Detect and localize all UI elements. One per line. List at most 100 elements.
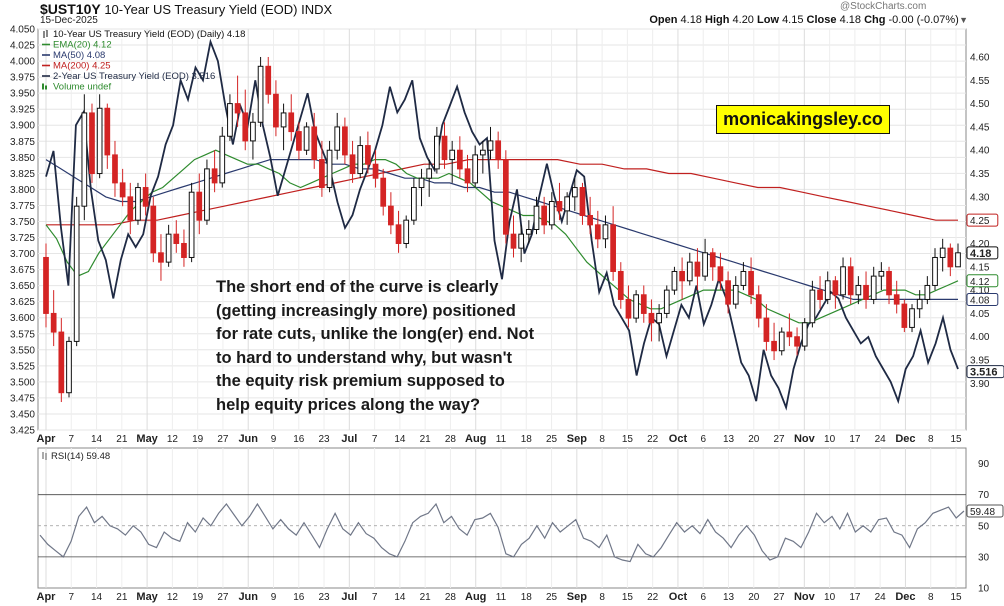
- exchange: INDX: [301, 2, 333, 17]
- x-tick-label: 21: [420, 592, 432, 603]
- x-tick-label: 7: [68, 434, 74, 445]
- candle-body: [909, 308, 915, 328]
- right-tick-label: 4.50: [970, 99, 990, 110]
- candle-body: [924, 284, 931, 300]
- candle-body: [518, 233, 525, 249]
- value-marker-label: 4.25: [970, 216, 990, 227]
- x-tick-label: Sep: [567, 433, 587, 445]
- x-tick-label: 8: [599, 434, 605, 445]
- x-tick-label: Dec: [895, 591, 915, 603]
- rsi-legend-label: RSI(14) 59.48: [51, 451, 110, 462]
- candle-body: [939, 247, 946, 258]
- left-tick-label: 4.025: [10, 41, 35, 52]
- left-tick-label: 3.725: [10, 233, 35, 244]
- x-tick-label: 25: [546, 434, 558, 445]
- candle-body: [227, 103, 233, 137]
- candle-body: [932, 256, 938, 286]
- symbol: $UST10Y: [40, 1, 101, 17]
- instrument-name: 10-Year US Treasury Yield (EOD): [104, 2, 298, 17]
- candle-body: [104, 107, 111, 156]
- x-tick-label: 19: [192, 592, 204, 603]
- candle-body: [380, 177, 387, 207]
- candle-body: [165, 233, 172, 263]
- legend-bg: [40, 31, 124, 39]
- legend-swatch: [45, 85, 47, 90]
- candle-body: [311, 126, 318, 161]
- candle-body: [43, 256, 49, 314]
- low-label: Low: [757, 14, 779, 26]
- x-tick-label: 21: [116, 592, 128, 603]
- right-tick-label: 4.20: [970, 239, 990, 250]
- watermark: @StockCharts.com: [840, 1, 927, 12]
- x-tick-label: 15: [950, 592, 962, 603]
- candle-body: [863, 284, 869, 300]
- legend-entry: EMA(20) 4.12: [53, 40, 112, 51]
- candle-body: [66, 340, 72, 394]
- right-tick-label: 4.10: [970, 286, 990, 297]
- x-tick-label: 7: [68, 592, 74, 603]
- candle-body: [763, 317, 770, 342]
- candle-body: [342, 126, 348, 156]
- chart-date: 15-Dec-2025: [40, 15, 98, 26]
- value-marker-label: 3.516: [970, 367, 998, 379]
- left-tick-label: 3.450: [10, 409, 35, 420]
- candle-body: [686, 261, 693, 282]
- candle-body: [901, 303, 908, 328]
- x-tick-label: 8: [928, 434, 934, 445]
- candle-body: [388, 205, 394, 226]
- high-label: High: [705, 14, 730, 26]
- right-tick-label: 4.05: [970, 309, 990, 320]
- chg-label: Chg: [864, 14, 886, 26]
- left-tick-label: 3.500: [10, 377, 35, 388]
- candle-body: [257, 65, 264, 123]
- annotation-line: help equity prices along the way?: [216, 395, 481, 414]
- x-tick-label: Jun: [238, 591, 258, 603]
- x-tick-label: Jul: [341, 591, 357, 603]
- candle-body: [541, 205, 548, 226]
- candle-body: [464, 168, 471, 184]
- x-tick-label: 21: [116, 434, 128, 445]
- candle-body: [395, 224, 402, 244]
- candle-body: [786, 331, 793, 338]
- rsi-value-box: [966, 504, 1004, 518]
- candle-body: [694, 261, 701, 277]
- candle-body: [211, 168, 218, 184]
- x-tick-label: 12: [167, 434, 179, 445]
- x-tick-label: 17: [849, 592, 861, 603]
- candle-body: [280, 112, 287, 128]
- x-tick-label: Apr: [37, 591, 57, 603]
- x-tick-label: 16: [293, 592, 305, 603]
- chevron-down-icon[interactable]: ▼: [959, 15, 968, 25]
- right-tick-label: 4.40: [970, 146, 990, 157]
- annotation-line: the equity risk premium supposed to: [216, 372, 505, 390]
- right-tick-label: 4.15: [970, 262, 990, 273]
- candle-body: [158, 252, 164, 263]
- candle-body: [801, 322, 808, 347]
- x-tick-label: 23: [318, 434, 330, 445]
- candle-body: [273, 93, 279, 128]
- open-label: Open: [649, 14, 678, 26]
- candle-body: [502, 159, 509, 235]
- right-tick-label: 4.45: [970, 122, 990, 133]
- right-tick-label: 4.55: [970, 76, 990, 87]
- candle-body: [748, 270, 754, 296]
- candle-body: [418, 177, 425, 189]
- x-tick-label: Aug: [465, 433, 486, 445]
- x-tick-label: 11: [496, 434, 507, 445]
- candle-body: [303, 126, 310, 151]
- candle-body: [870, 275, 877, 300]
- left-tick-label: 4.050: [10, 25, 35, 36]
- x-tick-label: 23: [318, 592, 330, 603]
- candle-body: [732, 284, 739, 305]
- x-tick-label: 10: [824, 592, 836, 603]
- candle-body: [219, 135, 226, 184]
- candle-body: [824, 280, 831, 300]
- candle-body: [916, 298, 923, 310]
- left-tick-label: 3.750: [10, 217, 35, 228]
- candle-body: [510, 233, 517, 249]
- x-tick-label: 27: [217, 592, 229, 603]
- candle-body: [533, 205, 540, 231]
- candle-body: [656, 312, 662, 324]
- x-tick-label: 28: [445, 592, 457, 603]
- candle-body: [817, 289, 823, 300]
